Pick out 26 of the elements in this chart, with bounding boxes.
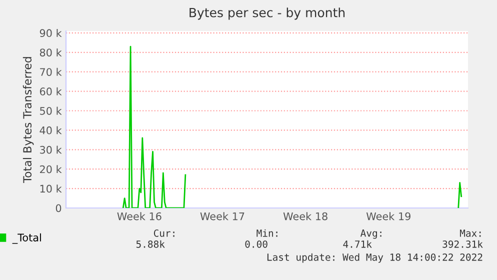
- legend-label: _Total: [12, 233, 41, 244]
- y-tick-label: 40 k: [40, 126, 62, 134]
- x-tick-label: Week 19: [366, 212, 410, 220]
- y-tick-label: 20 k: [40, 165, 62, 174]
- y-tick-label: 60 k: [40, 87, 62, 96]
- y-tick-label: 90 k: [40, 28, 62, 38]
- y-axis-title: Total Bytes Transferred: [22, 57, 34, 183]
- y-tick-label: 30 k: [40, 146, 62, 154]
- text: Min:: [256, 229, 278, 237]
- x-tick-label: Week 18: [283, 212, 328, 220]
- y-tick-label: 50 k: [40, 106, 62, 115]
- text: 5.88k: [136, 240, 165, 248]
- text: Cur:: [154, 229, 174, 237]
- text: Last update: Wed May 18 14:00:22 2022: [267, 253, 482, 263]
- y-tick-label: 80 k: [40, 48, 62, 56]
- x-tick-label: Week 16: [117, 212, 162, 220]
- text: Avg:: [360, 230, 382, 239]
- y-tick-label: 0: [56, 204, 62, 212]
- x-tick-label: Week 17: [200, 212, 244, 220]
- chart-title: Bytes per sec - by month: [190, 8, 345, 20]
- text: 0.00: [245, 240, 268, 248]
- y-tick-label: 10 k: [40, 184, 62, 193]
- y-tick-label: 70 k: [40, 68, 62, 76]
- text: Max:: [460, 230, 481, 237]
- text: 392.31k: [442, 240, 483, 248]
- text: 4.71k: [343, 240, 372, 248]
